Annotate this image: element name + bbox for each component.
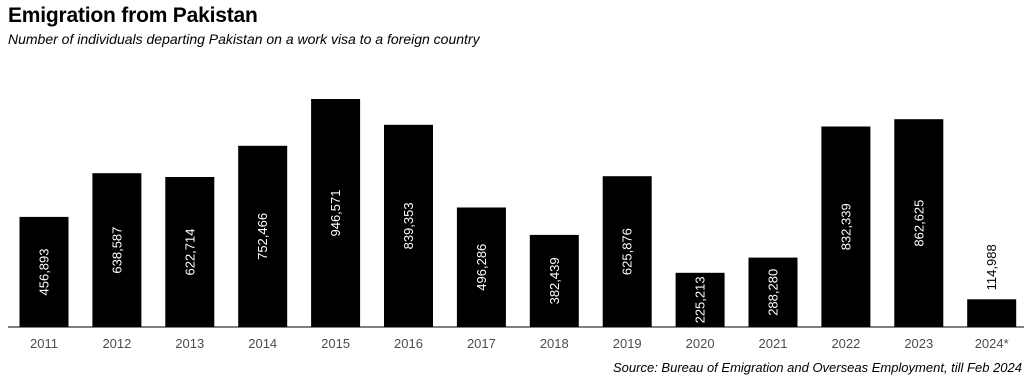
bar-2016 bbox=[384, 124, 433, 327]
value-label-2022: 832,339 bbox=[838, 203, 853, 250]
value-label-2020: 225,213 bbox=[693, 276, 708, 323]
bar-2015 bbox=[311, 99, 361, 327]
x-tick-label-2021: 2021 bbox=[759, 336, 788, 351]
bar-2022 bbox=[821, 126, 871, 327]
x-tick-label-2018: 2018 bbox=[540, 336, 569, 351]
value-label-2013: 622,714 bbox=[182, 229, 197, 276]
value-label-2011: 456,893 bbox=[37, 249, 52, 296]
x-tick-label-2019: 2019 bbox=[613, 336, 642, 351]
bar-2024* bbox=[967, 299, 1017, 327]
bar-2019 bbox=[602, 176, 652, 327]
chart-subtitle: Number of individuals departing Pakistan… bbox=[8, 31, 480, 47]
value-label-2019: 625,876 bbox=[620, 228, 635, 275]
bar-2020 bbox=[675, 272, 725, 327]
bar-2021 bbox=[748, 257, 798, 327]
x-tick-labels-group: 2011 2012 2013 2014 2015 2016 2017 2018 2019 2020… bbox=[30, 336, 1009, 351]
x-tick-label-2024*: 2024* bbox=[975, 336, 1009, 351]
value-label-2012: 638,587 bbox=[109, 227, 124, 274]
value-label-2024*: 114,988 bbox=[984, 244, 999, 290]
x-tick-label-2012: 2012 bbox=[102, 336, 131, 351]
value-label-2014: 752,466 bbox=[255, 213, 270, 260]
bar-2017 bbox=[456, 207, 506, 327]
bar-2011 bbox=[19, 216, 69, 327]
bars-group bbox=[19, 99, 1017, 327]
x-tick-label-2020: 2020 bbox=[686, 336, 715, 351]
value-labels-group: 456,893 638,587 622,714 752,466 946,571 839,3… bbox=[37, 190, 1000, 324]
value-label-2023: 862,625 bbox=[911, 200, 926, 247]
x-tick-label-2013: 2013 bbox=[175, 336, 204, 351]
source-note: Source: Bureau of Emigration and Oversea… bbox=[613, 360, 1022, 375]
value-label-2015: 946,571 bbox=[328, 190, 343, 237]
value-label-2021: 288,280 bbox=[766, 269, 781, 316]
value-label-2016: 839,353 bbox=[401, 202, 416, 249]
bar-2013 bbox=[165, 177, 215, 327]
bar-2023 bbox=[894, 119, 944, 327]
chart-title: Emigration from Pakistan bbox=[8, 4, 258, 27]
x-tick-label-2022: 2022 bbox=[831, 336, 860, 351]
value-label-2017: 496,286 bbox=[474, 244, 489, 291]
x-tick-label-2016: 2016 bbox=[394, 336, 423, 351]
x-tick-label-2011: 2011 bbox=[30, 336, 58, 351]
value-label-2018: 382,439 bbox=[547, 257, 562, 304]
x-tick-label-2017: 2017 bbox=[467, 336, 496, 351]
x-tick-label-2015: 2015 bbox=[321, 336, 350, 351]
bar-2012 bbox=[92, 173, 142, 327]
bar-2018 bbox=[529, 234, 579, 327]
x-tick-label-2014: 2014 bbox=[248, 336, 277, 351]
bar-2014 bbox=[238, 145, 288, 327]
x-tick-label-2023: 2023 bbox=[904, 336, 933, 351]
